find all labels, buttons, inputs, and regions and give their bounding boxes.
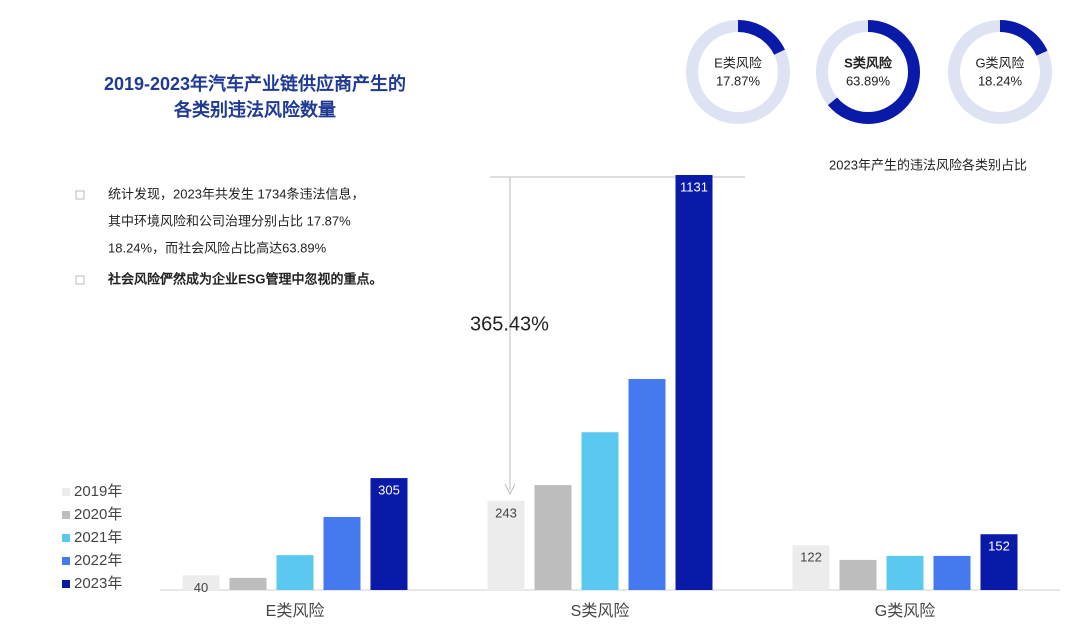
data-label: 40 — [194, 580, 208, 595]
donut-arc — [816, 20, 920, 124]
bar — [182, 575, 220, 590]
legend-swatch — [62, 580, 70, 588]
legend-label: 2020年 — [74, 506, 122, 523]
note-text: 统计发现，2023年共发生 1734条违法信息， — [108, 186, 364, 201]
legend-swatch — [62, 511, 70, 519]
x-tick-label: S类风险 — [571, 602, 630, 620]
bar — [792, 545, 830, 590]
donut-value: 18.24% — [978, 73, 1023, 88]
x-tick-label: G类风险 — [875, 602, 935, 620]
legend-label: 2022年 — [74, 552, 122, 569]
donut-label: G类风险 — [975, 55, 1024, 70]
annotation: 365.43% — [470, 313, 549, 335]
legend-swatch — [62, 488, 70, 496]
legend-label: 2019年 — [74, 483, 122, 500]
donut-arc — [686, 20, 790, 124]
donut-arc — [948, 20, 1052, 124]
chart-title: 各类别违法风险数量 — [173, 99, 336, 120]
data-label: 152 — [988, 539, 1010, 554]
donut-value: 17.87% — [716, 73, 761, 88]
bar — [487, 500, 525, 590]
legend-label: 2021年 — [74, 529, 122, 546]
data-label: 1131 — [680, 179, 708, 194]
arrow-head — [504, 483, 516, 496]
donut-label: E类风险 — [714, 55, 762, 70]
bar — [675, 175, 713, 590]
bar — [581, 432, 619, 590]
note-text: 18.24%，而社会风险占比高达63.89% — [108, 240, 327, 255]
x-tick-label: E类风险 — [266, 602, 325, 620]
legend-swatch — [62, 557, 70, 565]
data-label: 243 — [495, 505, 517, 520]
bar — [370, 478, 408, 590]
note-text: 其中环境风险和公司治理分别占比 17.87% — [108, 213, 351, 228]
bullet — [75, 190, 85, 200]
bar — [886, 555, 924, 590]
bar — [980, 534, 1018, 590]
bar — [839, 559, 877, 590]
bullet — [75, 275, 85, 285]
bar — [229, 577, 267, 590]
bar — [933, 555, 971, 590]
chart-title: 2019-2023年汽车产业链供应商产生的 — [104, 73, 406, 94]
data-label: 122 — [800, 550, 822, 565]
donut-value: 63.89% — [846, 73, 891, 88]
bar — [628, 379, 666, 590]
donut-label: S类风险 — [844, 55, 893, 70]
note-text: 社会风险俨然成为企业ESG管理中忽视的重点。 — [107, 271, 382, 286]
legend-swatch — [62, 534, 70, 542]
bar — [276, 555, 314, 590]
data-label: 305 — [378, 483, 400, 498]
bar — [323, 516, 361, 590]
legend-label: 2023年 — [74, 575, 122, 592]
bar — [534, 485, 572, 590]
donut-caption: 2023年产生的违法风险各类别占比 — [829, 157, 1027, 172]
